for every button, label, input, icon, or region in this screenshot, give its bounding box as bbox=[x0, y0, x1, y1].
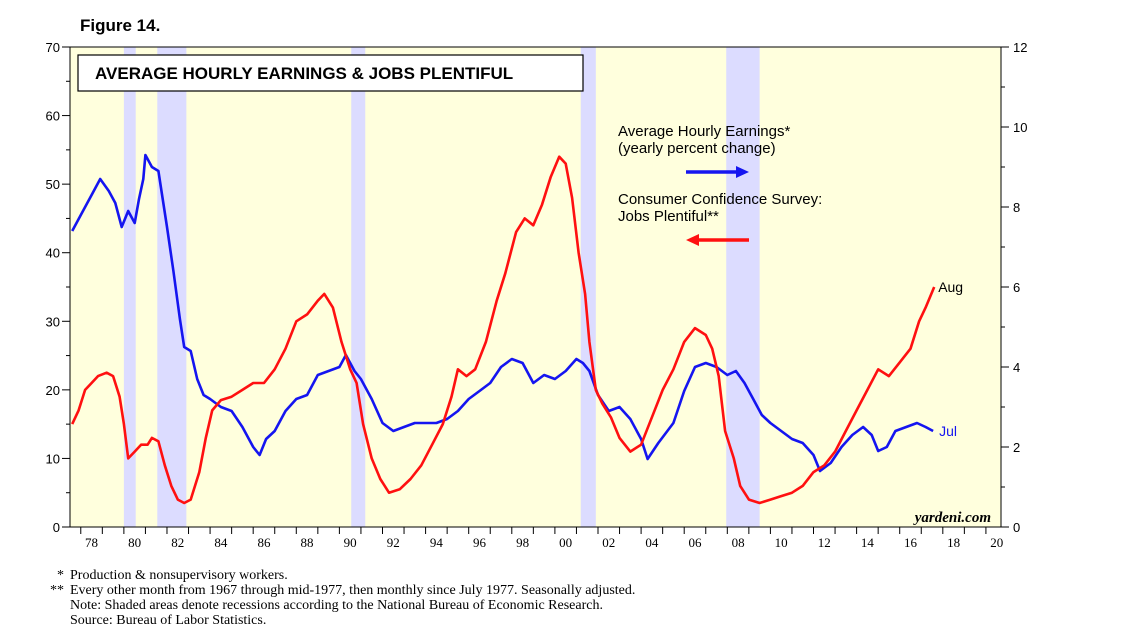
footnote-mark bbox=[40, 613, 70, 628]
y-left-tick-label: 70 bbox=[46, 40, 60, 55]
chart-title: AVERAGE HOURLY EARNINGS & JOBS PLENTIFUL bbox=[95, 64, 513, 83]
series-line-average-hourly-earnings bbox=[71, 153, 934, 473]
x-tick-label: 80 bbox=[128, 535, 141, 550]
watermark: yardeni.com bbox=[913, 510, 991, 526]
legend-ahe-line1: Average Hourly Earnings* bbox=[618, 123, 790, 140]
x-tick-label: 84 bbox=[214, 535, 228, 550]
y-right-tick-label: 2 bbox=[1013, 440, 1020, 455]
recession-band bbox=[123, 47, 136, 527]
x-tick-label: 14 bbox=[861, 535, 875, 550]
x-tick-label: 08 bbox=[732, 535, 745, 550]
x-tick-label: 86 bbox=[257, 535, 271, 550]
x-tick-label: 16 bbox=[904, 535, 918, 550]
footnote-3: Note: Shaded areas denote recessions acc… bbox=[40, 598, 635, 613]
y-right-tick-label: 8 bbox=[1013, 200, 1020, 215]
y-left-tick-label: 50 bbox=[46, 177, 60, 192]
y-left-tick-label: 20 bbox=[46, 383, 60, 398]
legend-ahe-arrow bbox=[686, 166, 749, 178]
footnote-text: Every other month from 1967 through mid-… bbox=[70, 583, 636, 598]
x-tick-label: 12 bbox=[818, 535, 831, 550]
footnote-text: Note: Shaded areas denote recessions acc… bbox=[70, 598, 603, 613]
y-left-tick-label: 10 bbox=[46, 451, 60, 466]
x-tick-label: 90 bbox=[344, 535, 357, 550]
footnote-2: ** Every other month from 1967 through mi… bbox=[40, 583, 635, 598]
recession-band bbox=[580, 47, 596, 527]
figure-label: Figure 14. bbox=[80, 16, 161, 35]
y-left-tick-label: 30 bbox=[46, 314, 60, 329]
footnote-4: Source: Bureau of Labor Statistics. bbox=[40, 613, 635, 628]
footnote-text: Source: Bureau of Labor Statistics. bbox=[70, 613, 267, 628]
y-right-tick-label: 4 bbox=[1013, 360, 1020, 375]
recession-band bbox=[157, 47, 187, 527]
x-tick-label: 00 bbox=[559, 535, 572, 550]
legend-ahe-line2: (yearly percent change) bbox=[618, 140, 776, 157]
recession-band bbox=[351, 47, 366, 527]
title-box bbox=[77, 54, 584, 92]
x-tick-label: 92 bbox=[387, 535, 400, 550]
footnote-mark: * bbox=[57, 568, 64, 583]
x-tick-label: 94 bbox=[430, 535, 444, 550]
x-tick-label: 98 bbox=[516, 535, 529, 550]
ahe-end-label: Jul bbox=[939, 423, 957, 439]
x-tick-label: 96 bbox=[473, 535, 487, 550]
x-tick-label: 18 bbox=[947, 535, 960, 550]
y-right-tick-label: 10 bbox=[1013, 120, 1027, 135]
jobs-end-label: Aug bbox=[938, 279, 963, 295]
x-tick-label: 04 bbox=[645, 535, 659, 550]
y-left-tick-label: 40 bbox=[46, 246, 60, 261]
footnote-mark: ** bbox=[50, 583, 64, 598]
x-tick-label: 78 bbox=[85, 535, 98, 550]
x-tick-label: 82 bbox=[171, 535, 184, 550]
plot-background bbox=[70, 47, 1001, 527]
legend-jobs-line1: Consumer Confidence Survey: bbox=[618, 191, 822, 208]
footnote-text: Production & nonsupervisory workers. bbox=[70, 568, 288, 583]
x-tick-label: 10 bbox=[775, 535, 788, 550]
recession-bands bbox=[123, 47, 760, 527]
y-right-tick-label: 0 bbox=[1013, 520, 1020, 535]
footnotes: * Production & nonsupervisory workers. **… bbox=[40, 568, 635, 628]
x-tick-label: 20 bbox=[990, 535, 1003, 550]
y-right-tick-label: 6 bbox=[1013, 280, 1020, 295]
y-right-tick-label: 12 bbox=[1013, 40, 1027, 55]
x-tick-label: 06 bbox=[688, 535, 702, 550]
y-left-tick-label: 60 bbox=[46, 109, 60, 124]
x-tick-label: 88 bbox=[301, 535, 314, 550]
footnote-1: * Production & nonsupervisory workers. bbox=[40, 568, 635, 583]
recession-band bbox=[726, 47, 760, 527]
footnote-mark bbox=[40, 598, 70, 613]
series-line-jobs-plentiful bbox=[71, 155, 936, 505]
x-tick-label: 02 bbox=[602, 535, 615, 550]
legend-jobs-line2: Jobs Plentiful** bbox=[618, 208, 719, 225]
y-left-tick-label: 0 bbox=[53, 520, 60, 535]
legend-jobs-arrow bbox=[686, 234, 749, 246]
series-lines bbox=[71, 153, 936, 505]
